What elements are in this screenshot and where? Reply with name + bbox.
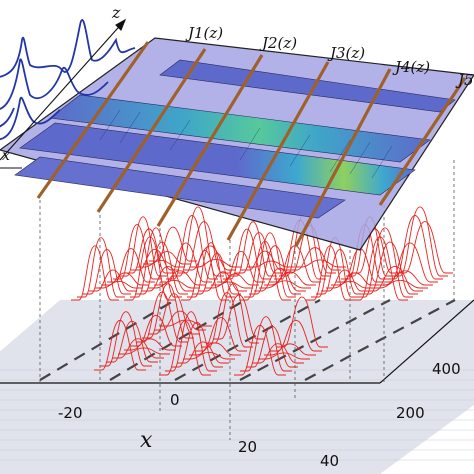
- field-profile-curve: [246, 325, 298, 368]
- field-profile-curve: [252, 343, 304, 364]
- field-profile-curve: [112, 338, 164, 359]
- field-profile-curve: [177, 341, 229, 364]
- wire-label-j1: J1(z): [185, 24, 223, 42]
- field-profile-curve: [264, 343, 316, 356]
- field-profile-curve: [166, 215, 218, 280]
- field-profile-curve: [119, 216, 167, 277]
- field-profile-curve: [362, 241, 418, 295]
- field-profile-curve: [124, 236, 176, 301]
- field-profile-curve: [316, 249, 364, 295]
- field-profile-curve: [235, 232, 283, 274]
- z-tick-1: 400: [432, 360, 461, 378]
- field-profile-curve: [148, 279, 200, 289]
- field-profile-curve: [183, 351, 235, 360]
- field-profile-curve: [77, 237, 125, 298]
- x-tick-3: 40: [320, 452, 339, 470]
- waveguide-strips: [14, 59, 456, 219]
- field-profile-curve: [392, 206, 448, 277]
- field-profile-curve: [100, 311, 152, 367]
- field-profile-curve: [136, 241, 188, 295]
- field-profile-curve: [326, 280, 374, 289]
- field-profile-curve: [130, 227, 182, 298]
- field-profile-curve: [213, 294, 265, 340]
- field-profile-curve: [142, 283, 194, 339]
- inset-x-label: x: [2, 148, 10, 164]
- wire-label-j4: J4(z): [392, 58, 430, 76]
- field-profile-curve: [205, 281, 253, 289]
- field-profile-curve: [83, 249, 131, 295]
- field-profile-curve: [382, 242, 438, 283]
- field-profile-curve: [377, 270, 433, 286]
- field-profile-curve: [397, 221, 453, 274]
- x-axis-label: x: [140, 428, 153, 453]
- waveguide-segment-lines: [99, 109, 393, 179]
- field-profile-curve: [207, 283, 259, 344]
- field-profile-curve: [294, 259, 346, 268]
- field-profile-curve: [199, 271, 247, 292]
- inset-axes: [0, 18, 127, 169]
- field-profile-curve: [244, 232, 296, 298]
- z-tick-0: 200: [396, 404, 425, 422]
- wire-label-j2: J2(z): [259, 34, 297, 52]
- field-profile-curve: [137, 260, 185, 268]
- field-profile-curve: [160, 242, 212, 283]
- x-tick-1: 0: [170, 391, 180, 409]
- field-profile-curve: [187, 242, 235, 298]
- field-profile-curve: [131, 248, 179, 271]
- field-profile-curve: [372, 279, 428, 289]
- inset-spectra: [0, 19, 136, 141]
- floor-hatch: [0, 369, 474, 461]
- inset-z-label: z: [111, 3, 121, 22]
- field-profile-curve: [178, 221, 230, 274]
- field-profile-curve: [190, 258, 242, 268]
- floor-right-edge: [379, 299, 474, 384]
- wire-label-j5: J5: [455, 71, 474, 89]
- field-profile-curve: [89, 269, 137, 292]
- field-profiles: [71, 206, 453, 376]
- field-profile-curve: [264, 271, 316, 286]
- field-profile-curve: [351, 228, 399, 274]
- floor-dashed-axes: [39, 299, 456, 381]
- field-profile-curve: [154, 270, 206, 286]
- field-profile-curve: [106, 320, 158, 363]
- field-profile-curve: [352, 236, 408, 301]
- floor-plane: [0, 300, 474, 474]
- field-profile-curve: [181, 249, 229, 301]
- field-profile-curve: [148, 293, 200, 335]
- field-profile-curve: [113, 224, 161, 280]
- wire-label-j3: J3(z): [327, 44, 365, 62]
- field-profile-curve: [240, 316, 292, 372]
- field-profile-curve: [118, 347, 170, 355]
- field-profile-curve: [387, 215, 443, 280]
- field-profile-curve: [321, 269, 369, 292]
- field-profile-curve: [124, 338, 176, 351]
- field-profile-curve: [258, 352, 310, 360]
- field-profile-curve: [201, 292, 253, 348]
- field-profile-curve: [171, 322, 223, 368]
- field-profile-curve: [125, 228, 173, 274]
- control-wires: [36, 41, 467, 247]
- field-profile-curve: [241, 250, 289, 271]
- field-profile-curve: [211, 273, 259, 286]
- field-profile-curve: [357, 227, 413, 298]
- field-profile-curve: [95, 280, 143, 289]
- x-tick-0: -20: [58, 404, 83, 422]
- field-profile-curve: [165, 311, 217, 372]
- field-profile-curve: [193, 252, 241, 295]
- field-profile-curve: [154, 310, 206, 331]
- x-tick-2: 20: [238, 438, 257, 456]
- field-profile-curve: [276, 296, 328, 348]
- field-profile-curve: [71, 245, 119, 301]
- field-profile-curve: [259, 280, 311, 289]
